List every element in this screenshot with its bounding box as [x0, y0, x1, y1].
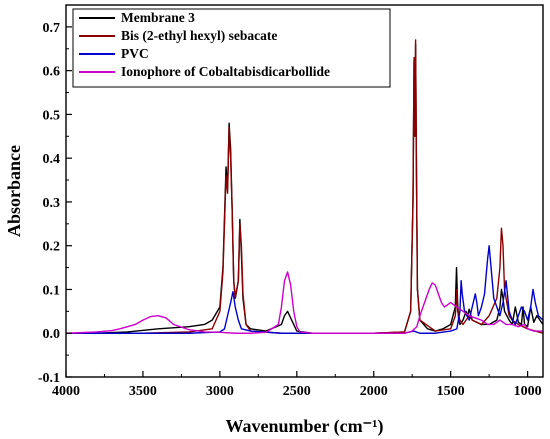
x-tick-label: 1500 [437, 384, 465, 399]
legend: Membrane 3 Bis (2-ethyl hexyl) sebacate PV… [72, 8, 391, 88]
series-line-3 [66, 245, 543, 334]
legend-box [72, 8, 391, 88]
y-tick-label: 0.6 [43, 65, 61, 80]
x-tick-label: 3500 [129, 384, 157, 399]
axis-ticks: 4000 3500 3000 2500 2000 1500 1000 -0.1 0.0 0.1 0.… [38, 21, 542, 399]
y-tick-label: -0.1 [38, 371, 60, 386]
x-axis-title: Wavenumber (cm⁻¹) [225, 416, 383, 437]
x-tick-label: 4000 [52, 384, 80, 399]
series-line-2 [66, 39, 543, 334]
y-tick-label: 0.1 [43, 283, 61, 298]
legend-label: Ionophore of Cobaltabisdicarbollide [121, 64, 330, 79]
plot-frame [65, 4, 544, 378]
x-tick-label: 2500 [283, 384, 311, 399]
series-line-4 [66, 271, 543, 334]
y-tick-label: 0.4 [43, 152, 61, 167]
legend-label: Membrane 3 [121, 10, 195, 25]
y-tick-label: 0.3 [43, 196, 61, 211]
x-tick-label: 2000 [360, 384, 388, 399]
y-tick-label: 0.7 [43, 21, 61, 36]
x-tick-label: 1000 [514, 384, 542, 399]
x-tick-label: 3000 [206, 384, 234, 399]
legend-label: PVC [121, 46, 149, 61]
legend-label: Bis (2-ethyl hexyl) sebacate [121, 28, 277, 43]
y-axis-title: Absorbance [4, 145, 24, 237]
series-line-1 [66, 43, 543, 334]
y-tick-label: 0.5 [43, 108, 61, 123]
y-tick-label: 0.0 [43, 327, 61, 342]
y-tick-label: 0.2 [43, 240, 61, 255]
